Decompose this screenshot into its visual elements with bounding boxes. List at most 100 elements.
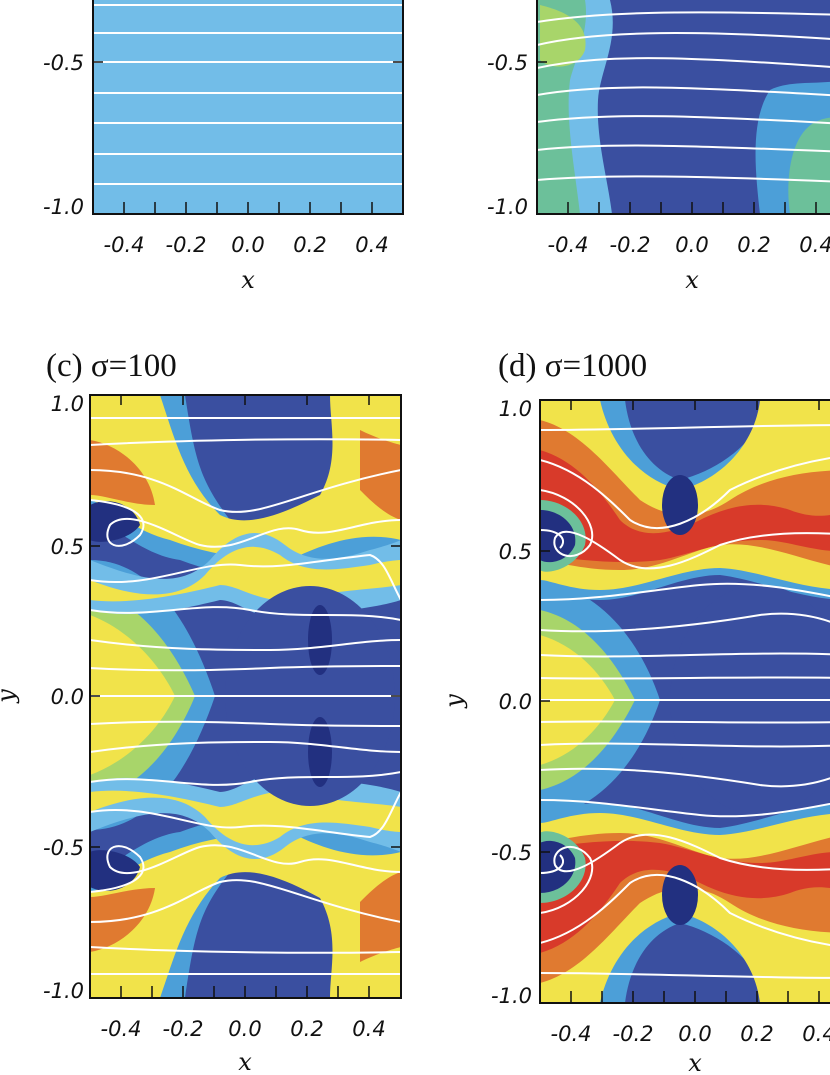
panel-d-y-tick-label: -0.5 — [491, 841, 532, 865]
panel-d-field-line — [540, 612, 830, 633]
panel-c-field-region — [308, 605, 332, 675]
panel-c-field-line — [90, 844, 401, 893]
panel-d-field-region — [540, 840, 830, 953]
panel-c-field-line — [90, 665, 401, 672]
panel-d-y-tick-label: 0.5 — [499, 540, 532, 564]
panel-c-field-line — [90, 438, 401, 446]
panel-d-x-axis-title: x — [688, 1049, 702, 1075]
panel-b-field-line — [537, 175, 830, 183]
panel-d-field-region — [662, 865, 698, 925]
panel-d-field-line — [540, 972, 830, 979]
panel-d-field-region — [540, 450, 830, 563]
panel-d-title: (d) σ=1000 — [498, 348, 647, 384]
panel-d-field-line — [540, 854, 565, 874]
panel-d-x-tick-label: 0.2 — [740, 1022, 773, 1046]
panel-c-field-region — [308, 717, 332, 787]
panel-d-field-line — [540, 424, 830, 431]
panel-c-field-line — [90, 740, 401, 753]
panel-c-x-tick-label: 0.4 — [352, 1017, 385, 1041]
panel-c-y-tick-label: 1.0 — [51, 392, 84, 416]
panel-a: -0.4 -0.2 0.0 0.2 0.4 x -0.5 -1.0 — [43, 0, 404, 294]
panel-a-field-lines — [93, 4, 403, 185]
panel-c-y-tick-label: -1.0 — [43, 979, 84, 1003]
panel-a-x-tick-label: 0.0 — [231, 233, 264, 257]
panel-d-field-line — [540, 767, 830, 788]
panel-d-ticks — [540, 400, 820, 1003]
panel-c-field-region — [90, 395, 401, 560]
panel-c-title: (c) σ=100 — [46, 348, 177, 384]
panel-a-x-tick-label: 0.4 — [355, 233, 388, 257]
panel-c-x-tick-label: -0.2 — [163, 1017, 204, 1041]
panel-b-field-region — [788, 117, 830, 214]
panel-d-plot-area — [540, 400, 830, 1003]
panel-c-field-line — [90, 553, 401, 601]
panel-b-x-axis-title: x — [685, 266, 699, 294]
panel-a-x-tick-label: 0.2 — [293, 233, 326, 257]
panel-d-y-tick-label: 1.0 — [499, 397, 532, 421]
panel-c-field-line — [90, 791, 401, 839]
panel-c-field-line — [90, 879, 401, 923]
panel-c-field-line — [90, 946, 401, 954]
panel-d-field-line — [540, 652, 830, 658]
panel-c-field-line — [90, 639, 401, 652]
panel-c-field-line — [90, 720, 401, 727]
panel-c: (c) σ=100 — [0, 348, 402, 1075]
panel-c-field-region — [90, 832, 401, 998]
panel-b-y-tick-label: -0.5 — [487, 51, 528, 75]
panel-b-plot-area — [537, 0, 830, 214]
panel-d-field-region — [540, 510, 576, 563]
panel-a-background — [93, 0, 403, 214]
panel-b-field-line — [537, 11, 830, 23]
panel-b-y-tick-label: -1.0 — [487, 195, 528, 219]
panel-b-x-ticks — [537, 61, 817, 214]
panel-b-field-line — [537, 144, 830, 153]
panel-c-field-line — [90, 469, 401, 513]
panel-d-field-line — [540, 799, 830, 818]
panel-d-y-tick-label: -1.0 — [491, 984, 532, 1008]
panel-a-y-tick-label: -0.5 — [43, 51, 84, 75]
panel-d-x-tick-label: 0.0 — [678, 1022, 711, 1046]
panel-b-x-tick-label: -0.4 — [548, 233, 589, 257]
panel-b-field-line — [537, 115, 830, 125]
panel-b: -0.4 -0.2 0.0 0.2 0.4 x -0.5 -1.0 — [487, 0, 830, 294]
panel-a-plot-area — [93, 0, 403, 214]
panel-b-field-line — [537, 32, 830, 46]
panel-b-x-tick-label: 0.2 — [737, 233, 770, 257]
panel-d-field-line — [540, 833, 830, 914]
panel-d-x-tick-label: 0.4 — [802, 1022, 830, 1046]
panel-c-x-tick-label: 0.0 — [228, 1017, 261, 1041]
panel-d-x-tick-label: -0.2 — [613, 1022, 654, 1046]
panel-a-y-tick-label: -1.0 — [43, 195, 84, 219]
panel-d-field-line — [540, 456, 830, 529]
panel-a-x-ticks — [93, 61, 403, 214]
panel-b-frame — [536, 0, 830, 215]
panel-d-x-tick-label: -0.4 — [551, 1022, 592, 1046]
panel-c-field-line — [90, 499, 401, 548]
panel-d-y-tick-label: 0.0 — [499, 690, 532, 714]
panel-d-field-line — [540, 529, 565, 549]
panel-b-x-tick-label: -0.2 — [610, 233, 651, 257]
panel-b-x-tick-label: 0.4 — [799, 233, 830, 257]
panel-d-field-line — [540, 874, 830, 947]
panel-c-x-axis-title: x — [238, 1048, 252, 1075]
panel-c-ticks — [90, 395, 401, 998]
panel-c-x-tick-label: -0.4 — [101, 1017, 142, 1041]
panel-a-x-axis-title: x — [241, 266, 255, 294]
panel-d-field-region — [662, 475, 698, 535]
panel-c-y-tick-label: 0.5 — [51, 535, 84, 559]
panel-c-plot-area — [90, 395, 401, 998]
panel-a-x-tick-label: -0.2 — [166, 233, 207, 257]
panel-b-field-lines — [537, 11, 830, 183]
panel-c-field-lines — [90, 416, 401, 976]
panel-c-field-line — [90, 606, 401, 621]
panel-b-field-line — [537, 86, 830, 97]
panel-d-field-line — [540, 489, 830, 570]
panel-a-x-tick-label: -0.4 — [104, 233, 145, 257]
panel-c-x-tick-label: 0.2 — [290, 1017, 323, 1041]
panel-d: (d) σ=1000 — [440, 348, 830, 1075]
panel-c-y-tick-label: 0.0 — [51, 685, 84, 709]
panel-d-field-line — [540, 720, 830, 724]
panel-b-x-tick-label: 0.0 — [675, 233, 708, 257]
panel-c-field-line — [90, 771, 401, 786]
